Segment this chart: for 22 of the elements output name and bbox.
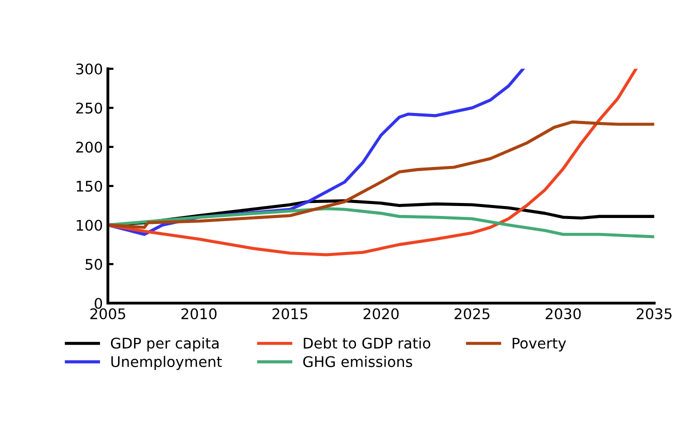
legend-label: Poverty (512, 338, 566, 352)
x-tick-label: 2030 (546, 308, 581, 320)
y-tick-label: 50 (86, 258, 102, 270)
y-tick-label: 300 (76, 64, 102, 75)
y-tick-label: 0 (94, 298, 102, 309)
legend-label: Unemployment (111, 356, 222, 370)
x-tick-label: 2025 (454, 308, 490, 320)
y-tick-label: 200 (76, 142, 102, 153)
x-tick-label: 2005 (90, 308, 126, 320)
legend-label: GHG emissions (303, 356, 412, 368)
x-tick-label: 2020 (364, 308, 399, 320)
legend-label: GDP per capita (110, 337, 219, 352)
line-series (108, 120, 654, 229)
legend-label: Debt to GDP ratio (304, 337, 430, 349)
x-tick-label: 2015 (272, 308, 308, 320)
y-tick-label: 100 (76, 220, 102, 231)
y-tick-label: 250 (76, 102, 102, 114)
x-tick-label: 2035 (636, 308, 672, 320)
x-tick-label: 2010 (181, 308, 217, 320)
line-series (108, 68, 638, 256)
y-tick-label: 150 (76, 180, 102, 192)
line-series (108, 207, 654, 238)
